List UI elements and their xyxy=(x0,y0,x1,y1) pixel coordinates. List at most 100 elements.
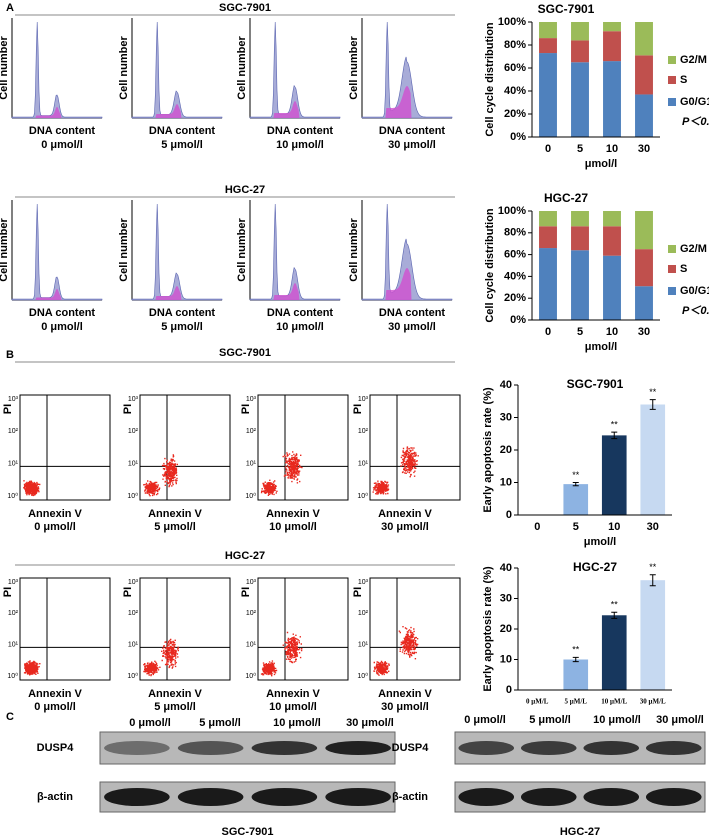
lane-label: 30 μmol/l xyxy=(346,717,394,729)
bar-segment xyxy=(635,249,653,287)
x-axis-label: DNA content xyxy=(267,307,334,319)
error-bar xyxy=(572,482,579,487)
y-tick-label: 20 xyxy=(500,623,512,635)
error-bar xyxy=(572,656,579,663)
significance: ** xyxy=(572,645,580,655)
concentration: 5 μmol/l xyxy=(161,321,203,333)
x-axis-label: DNA content xyxy=(379,307,446,319)
events xyxy=(143,454,178,497)
legend-label: G0/G1 xyxy=(680,96,709,108)
legend-swatch xyxy=(668,56,676,64)
concentration: 0 μmol/l xyxy=(41,139,83,151)
histogram xyxy=(11,203,103,301)
lane-label: 10 μmol/l xyxy=(273,717,321,729)
x-tick-label: 0 xyxy=(545,326,551,338)
bar-segment xyxy=(571,40,589,63)
x-tick-label: 10 xyxy=(608,521,620,533)
y-tick-label: 40% xyxy=(504,85,526,97)
legend-swatch xyxy=(668,98,676,106)
x-tick-label: 30 xyxy=(638,143,650,155)
bar-segment xyxy=(635,211,653,250)
histogram-fit xyxy=(362,86,452,118)
concentration: 10 μmol/l xyxy=(276,139,324,151)
histogram xyxy=(11,21,103,119)
y-tick-label: 0 xyxy=(506,509,512,521)
events xyxy=(372,446,419,495)
histogram-fit xyxy=(362,268,452,300)
error-bar xyxy=(649,574,656,587)
annotation: P＜0.05 xyxy=(682,305,709,317)
band xyxy=(458,788,515,806)
histogram xyxy=(361,21,453,119)
row-title: HGC-27 xyxy=(225,184,265,196)
axis-tick-label: 10³ xyxy=(246,579,257,586)
plot-frame xyxy=(257,394,349,501)
y-axis-label: PI xyxy=(240,587,252,597)
bar-segment xyxy=(571,22,589,41)
y-tick-label: 100% xyxy=(498,205,526,217)
axis-tick-label: 10² xyxy=(8,428,19,435)
concentration: 5 μmol/l xyxy=(161,139,203,151)
x-axis-label: Annexin V xyxy=(378,688,432,700)
y-tick-label: 10 xyxy=(500,476,512,488)
x-axis-label: Annexin V xyxy=(28,688,82,700)
x-tick-label: 10 xyxy=(606,326,618,338)
lane-label: 0 μmol/l xyxy=(464,714,506,726)
bar-segment xyxy=(571,211,589,227)
y-axis-label: PI xyxy=(122,587,134,597)
legend-swatch xyxy=(668,265,676,273)
bar-segment xyxy=(571,250,589,320)
x-axis-label: Annexin V xyxy=(266,688,320,700)
histogram-fit xyxy=(12,106,102,118)
band xyxy=(458,741,515,755)
histogram-fit xyxy=(250,283,340,300)
panel-label: C xyxy=(6,711,14,723)
bar-segment xyxy=(635,55,653,95)
concentration: 0 μmol/l xyxy=(34,521,76,533)
band xyxy=(583,741,640,755)
protein-label: β-actin xyxy=(37,791,73,803)
y-tick-label: 40 xyxy=(500,379,512,391)
y-axis-label: Cell number xyxy=(0,36,10,100)
axis-tick-label: 10² xyxy=(128,428,139,435)
chart-title: HGC-27 xyxy=(573,560,617,574)
x-tick-label: 5 xyxy=(577,143,583,155)
bar-segment xyxy=(603,211,621,227)
bar-segment xyxy=(571,62,589,137)
plot-frame xyxy=(139,394,231,501)
x-tick-label: 30 μM/L xyxy=(640,698,666,706)
y-axis-label: PI xyxy=(2,404,14,414)
y-axis-label: PI xyxy=(352,587,364,597)
y-tick-label: 0% xyxy=(510,314,526,326)
panel-label: B xyxy=(6,349,14,361)
legend-label: G2/M xyxy=(680,54,707,66)
axis-tick-label: 10⁰ xyxy=(357,492,368,500)
bar-segment xyxy=(539,226,557,249)
cell-line: HGC-27 xyxy=(560,826,600,838)
y-tick-label: 0 xyxy=(506,684,512,696)
x-axis-label: DNA content xyxy=(379,125,446,137)
y-tick-label: 60% xyxy=(504,62,526,74)
bar-segment xyxy=(635,286,653,320)
axis-tick-label: 10³ xyxy=(358,396,369,403)
bar-segment xyxy=(539,22,557,39)
chart-title: HGC-27 xyxy=(544,191,588,205)
chart-title: SGC-7901 xyxy=(567,377,624,391)
x-tick-label: 0 xyxy=(534,521,540,533)
y-axis-label: Cell number xyxy=(0,218,10,282)
axis-tick-label: 10² xyxy=(358,610,369,617)
concentration: 5 μmol/l xyxy=(154,701,196,713)
x-tick-label: 0 xyxy=(545,143,551,155)
axis-tick-label: 10³ xyxy=(128,396,139,403)
band xyxy=(177,788,244,806)
lane-label: 5 μmol/l xyxy=(529,714,571,726)
row-title: SGC-7901 xyxy=(219,2,271,14)
axis-tick-label: 10⁰ xyxy=(245,672,256,680)
band xyxy=(104,741,170,755)
y-axis-label: PI xyxy=(352,404,364,414)
x-tick-label: 30 xyxy=(638,326,650,338)
legend-label: G2/M xyxy=(680,243,707,255)
y-tick-label: 30 xyxy=(500,592,512,604)
axis-tick-label: 10³ xyxy=(358,579,369,586)
